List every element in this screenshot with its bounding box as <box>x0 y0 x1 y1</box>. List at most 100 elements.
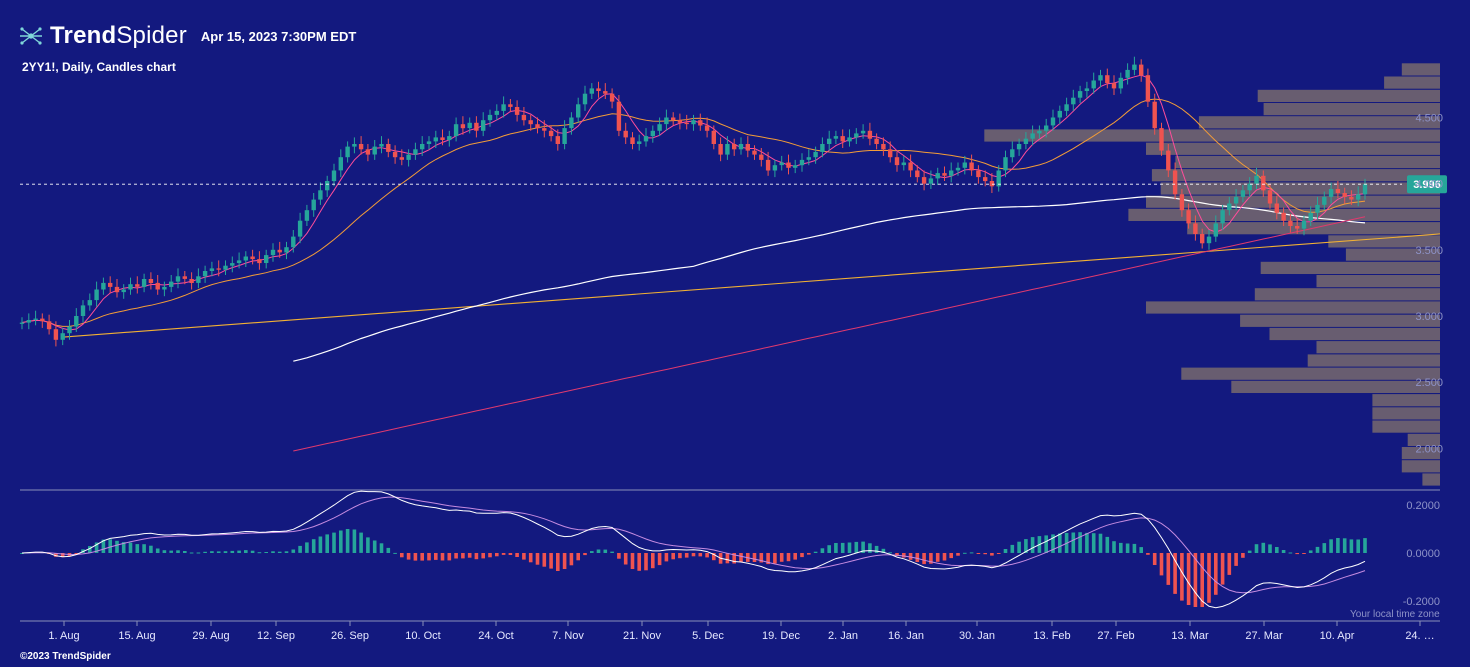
candle-body[interactable] <box>379 144 384 147</box>
candle-body[interactable] <box>345 146 350 158</box>
candle-body[interactable] <box>372 146 377 155</box>
candle-body[interactable] <box>894 157 900 166</box>
candle-body[interactable] <box>1240 190 1246 197</box>
candle-body[interactable] <box>1030 133 1035 139</box>
candle-body[interactable] <box>996 170 1001 187</box>
candle-body[interactable] <box>399 157 404 160</box>
candle-body[interactable] <box>1091 80 1096 89</box>
candle-body[interactable] <box>1220 210 1225 224</box>
candle-body[interactable] <box>304 210 310 221</box>
candle-body[interactable] <box>725 144 730 155</box>
candle-body[interactable] <box>854 133 859 138</box>
candle-body[interactable] <box>1342 193 1347 197</box>
candle-body[interactable] <box>779 162 784 166</box>
candle-body[interactable] <box>128 284 133 290</box>
candle-body[interactable] <box>562 128 567 144</box>
candle-body[interactable] <box>453 124 459 137</box>
candle-body[interactable] <box>772 165 778 171</box>
candle-body[interactable] <box>860 130 866 134</box>
candle-body[interactable] <box>1010 149 1015 158</box>
candle-body[interactable] <box>976 170 981 178</box>
candle-body[interactable] <box>67 326 72 334</box>
candle-body[interactable] <box>1186 210 1191 224</box>
candle-body[interactable] <box>1077 91 1083 98</box>
candle-body[interactable] <box>989 181 995 187</box>
candle-body[interactable] <box>664 117 669 125</box>
candle-body[interactable] <box>426 141 432 144</box>
candle-body[interactable] <box>786 162 791 168</box>
candle-body[interactable] <box>487 114 493 121</box>
candle-body[interactable] <box>1125 69 1130 78</box>
candle-body[interactable] <box>121 289 126 293</box>
candle-body[interactable] <box>1016 144 1022 150</box>
candle-body[interactable] <box>1105 75 1110 84</box>
candle-body[interactable] <box>1098 75 1103 81</box>
candle-body[interactable] <box>813 151 818 158</box>
candle-body[interactable] <box>935 173 940 179</box>
candle-body[interactable] <box>284 247 289 253</box>
candle-body[interactable] <box>847 137 852 142</box>
candle-body[interactable] <box>413 149 418 155</box>
candle-body[interactable] <box>108 282 113 287</box>
candle-body[interactable] <box>297 220 303 237</box>
candle-body[interactable] <box>1159 128 1164 151</box>
candle-body[interactable] <box>1274 203 1279 213</box>
candle-body[interactable] <box>609 93 615 102</box>
candle-body[interactable] <box>521 114 527 121</box>
candle-body[interactable] <box>1179 194 1185 211</box>
candle-body[interactable] <box>501 104 506 111</box>
candle-body[interactable] <box>80 305 86 316</box>
candle-body[interactable] <box>53 329 59 340</box>
candle-body[interactable] <box>189 279 194 283</box>
candle-body[interactable] <box>630 137 635 144</box>
candle-body[interactable] <box>576 104 581 118</box>
candle-body[interactable] <box>196 276 201 283</box>
candle-body[interactable] <box>983 177 988 182</box>
candle-body[interactable] <box>1172 170 1178 195</box>
candle-body[interactable] <box>440 137 445 140</box>
candle-body[interactable] <box>1281 212 1286 221</box>
candle-body[interactable] <box>338 157 343 171</box>
candle-body[interactable] <box>698 120 703 126</box>
candle-body[interactable] <box>684 122 689 125</box>
candle-body[interactable] <box>1071 97 1076 105</box>
candle-body[interactable] <box>1200 234 1205 244</box>
candle-body[interactable] <box>915 170 920 178</box>
candle-body[interactable] <box>799 159 805 166</box>
candle-body[interactable] <box>867 130 873 139</box>
candle-body[interactable] <box>535 124 540 129</box>
candle-body[interactable] <box>318 190 323 200</box>
candle-body[interactable] <box>1335 189 1341 193</box>
candle-body[interactable] <box>969 162 974 171</box>
candle-body[interactable] <box>833 136 839 139</box>
candle-body[interactable] <box>420 144 425 150</box>
candle-body[interactable] <box>623 130 628 138</box>
candle-body[interactable] <box>955 167 961 171</box>
candle-body[interactable] <box>759 154 764 160</box>
candle-body[interactable] <box>264 255 269 263</box>
candle-body[interactable] <box>603 91 608 94</box>
candle-body[interactable] <box>1166 150 1171 171</box>
candle-body[interactable] <box>1295 226 1300 229</box>
candle-body[interactable] <box>1322 196 1327 205</box>
candle-body[interactable] <box>230 263 235 266</box>
candle-body[interactable] <box>1057 110 1062 118</box>
candle-body[interactable] <box>494 110 499 115</box>
candle-body[interactable] <box>745 144 750 151</box>
candle-body[interactable] <box>1328 189 1334 197</box>
candle-body[interactable] <box>392 151 398 158</box>
candle-body[interactable] <box>1362 184 1368 195</box>
candle-body[interactable] <box>1233 196 1239 204</box>
candle-body[interactable] <box>1213 223 1218 237</box>
candle-body[interactable] <box>1301 220 1307 229</box>
candle-body[interactable] <box>643 136 649 142</box>
candle-body[interactable] <box>793 165 798 168</box>
candle-body[interactable] <box>921 177 927 184</box>
support-trendline[interactable] <box>61 233 1441 338</box>
candle-body[interactable] <box>1227 203 1232 211</box>
candle-body[interactable] <box>209 268 215 271</box>
candle-body[interactable] <box>19 322 25 324</box>
candle-body[interactable] <box>514 107 520 115</box>
candle-body[interactable] <box>1064 104 1069 111</box>
